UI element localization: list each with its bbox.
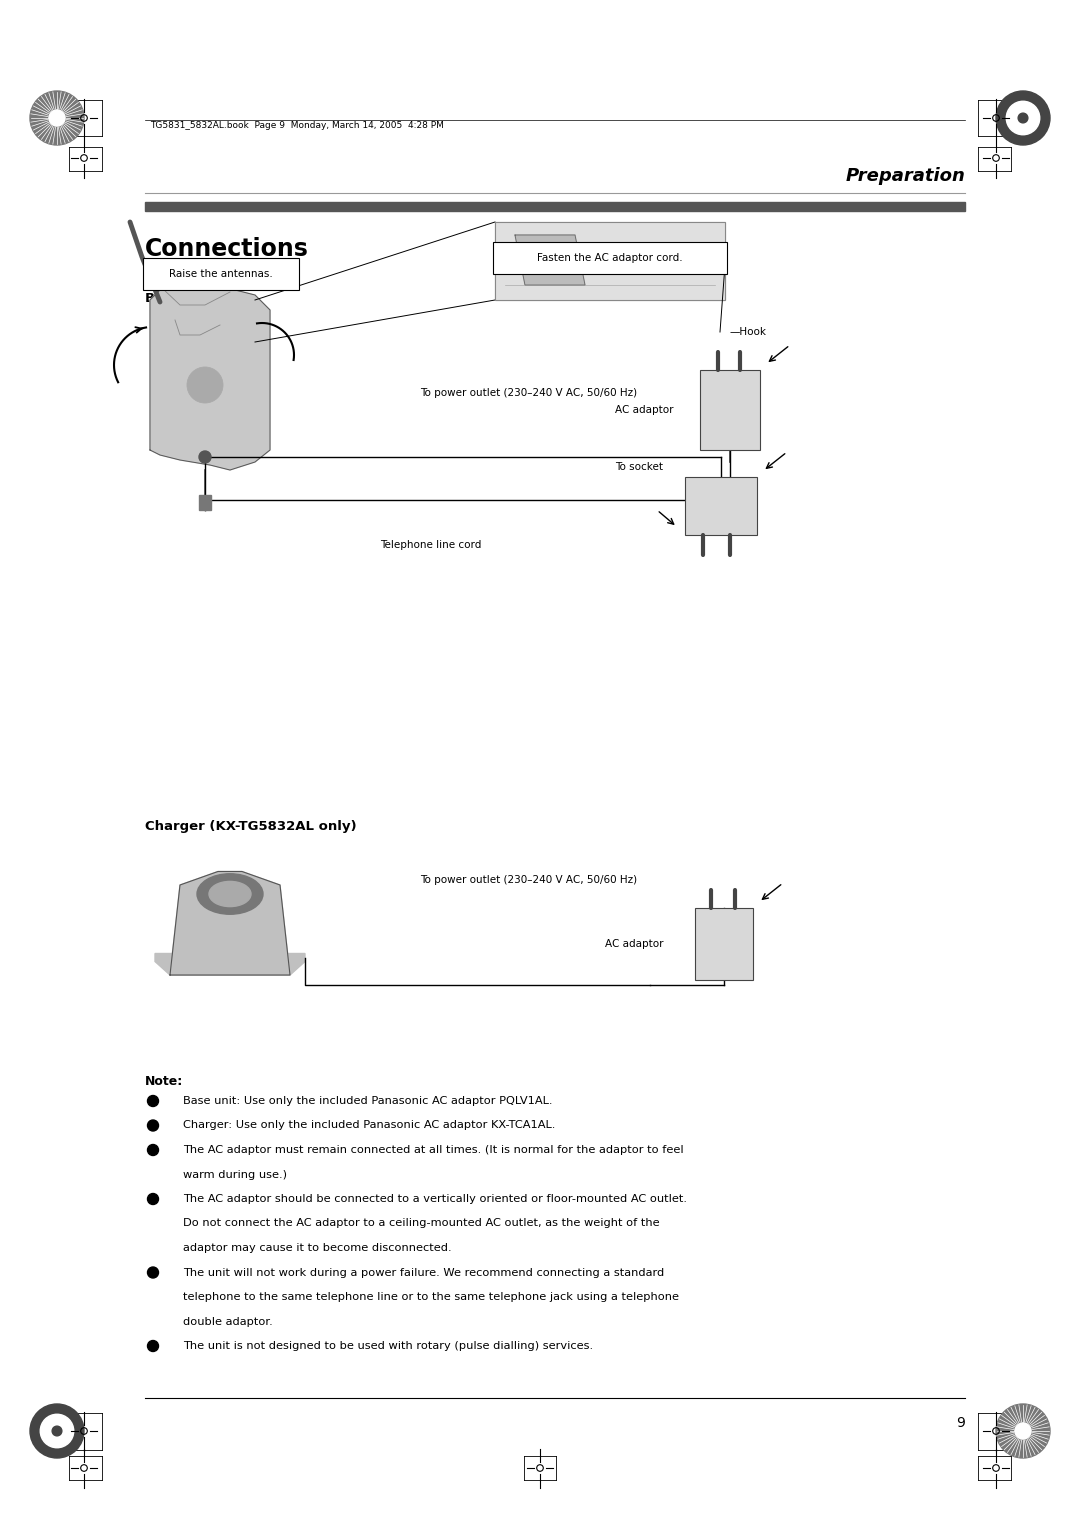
Text: AC adaptor: AC adaptor <box>615 405 674 416</box>
Text: double adaptor.: double adaptor. <box>183 1317 273 1326</box>
Bar <box>685 477 757 535</box>
Text: The unit will not work during a power failure. We recommend connecting a standar: The unit will not work during a power fa… <box>183 1268 664 1277</box>
FancyBboxPatch shape <box>492 241 727 274</box>
Circle shape <box>148 1144 159 1155</box>
Text: AC adaptor: AC adaptor <box>605 940 663 949</box>
Circle shape <box>996 1404 1050 1458</box>
Circle shape <box>1015 1423 1031 1439</box>
Circle shape <box>49 110 65 127</box>
Bar <box>495 222 725 299</box>
Circle shape <box>148 1340 159 1351</box>
Bar <box>145 202 966 211</box>
Bar <box>700 370 760 451</box>
Text: The unit is not designed to be used with rotary (pulse dialling) services.: The unit is not designed to be used with… <box>183 1342 593 1351</box>
Circle shape <box>40 1415 73 1447</box>
Polygon shape <box>170 871 291 975</box>
Circle shape <box>187 367 222 403</box>
Text: The AC adaptor must remain connected at all times. (It is normal for the adaptor: The AC adaptor must remain connected at … <box>183 1144 684 1155</box>
Text: Telephone line cord: Telephone line cord <box>380 539 482 550</box>
Text: adaptor may cause it to become disconnected.: adaptor may cause it to become disconnec… <box>183 1242 451 1253</box>
Text: TG5831_5832AL.book  Page 9  Monday, March 14, 2005  4:28 PM: TG5831_5832AL.book Page 9 Monday, March … <box>150 121 444 130</box>
Text: Connections: Connections <box>145 237 309 261</box>
Text: To power outlet (230–240 V AC, 50/60 Hz): To power outlet (230–240 V AC, 50/60 Hz) <box>420 388 637 397</box>
Text: —Hook: —Hook <box>730 327 767 338</box>
Circle shape <box>1007 101 1040 134</box>
Text: 9: 9 <box>956 1416 966 1430</box>
Text: Note:: Note: <box>145 1076 184 1088</box>
Circle shape <box>996 92 1050 145</box>
Circle shape <box>30 1404 84 1458</box>
Circle shape <box>148 1267 159 1277</box>
Text: Preparation: Preparation <box>846 167 966 185</box>
Bar <box>696 908 753 979</box>
Circle shape <box>148 1096 159 1106</box>
Circle shape <box>30 92 84 145</box>
Ellipse shape <box>210 882 251 906</box>
Text: Fasten the AC adaptor cord.: Fasten the AC adaptor cord. <box>537 254 683 263</box>
Text: telephone to the same telephone line or to the same telephone jack using a telep: telephone to the same telephone line or … <box>183 1293 679 1302</box>
Text: Charger: Use only the included Panasonic AC adaptor KX-TCA1AL.: Charger: Use only the included Panasonic… <box>183 1120 555 1131</box>
Text: Base unit: Use only the included Panasonic AC adaptor PQLV1AL.: Base unit: Use only the included Panason… <box>183 1096 553 1106</box>
Text: Charger (KX-TG5832AL only): Charger (KX-TG5832AL only) <box>145 821 356 833</box>
Text: The AC adaptor should be connected to a vertically oriented or floor-mounted AC : The AC adaptor should be connected to a … <box>183 1193 687 1204</box>
Bar <box>199 495 211 510</box>
FancyBboxPatch shape <box>143 258 299 290</box>
Polygon shape <box>515 235 585 286</box>
Text: Raise the antennas.: Raise the antennas. <box>170 269 273 280</box>
Polygon shape <box>150 283 270 471</box>
Circle shape <box>148 1193 159 1204</box>
Bar <box>495 222 725 299</box>
Text: To power outlet (230–240 V AC, 50/60 Hz): To power outlet (230–240 V AC, 50/60 Hz) <box>420 876 637 885</box>
Circle shape <box>52 1426 62 1436</box>
Text: Base unit: Base unit <box>145 292 215 306</box>
Ellipse shape <box>197 874 264 914</box>
Circle shape <box>199 451 211 463</box>
Text: To socket: To socket <box>615 461 663 472</box>
Circle shape <box>1018 113 1028 122</box>
Circle shape <box>148 1120 159 1131</box>
Polygon shape <box>156 953 305 975</box>
Text: warm during use.): warm during use.) <box>183 1169 287 1180</box>
Text: Do not connect the AC adaptor to a ceiling-mounted AC outlet, as the weight of t: Do not connect the AC adaptor to a ceili… <box>183 1218 660 1229</box>
